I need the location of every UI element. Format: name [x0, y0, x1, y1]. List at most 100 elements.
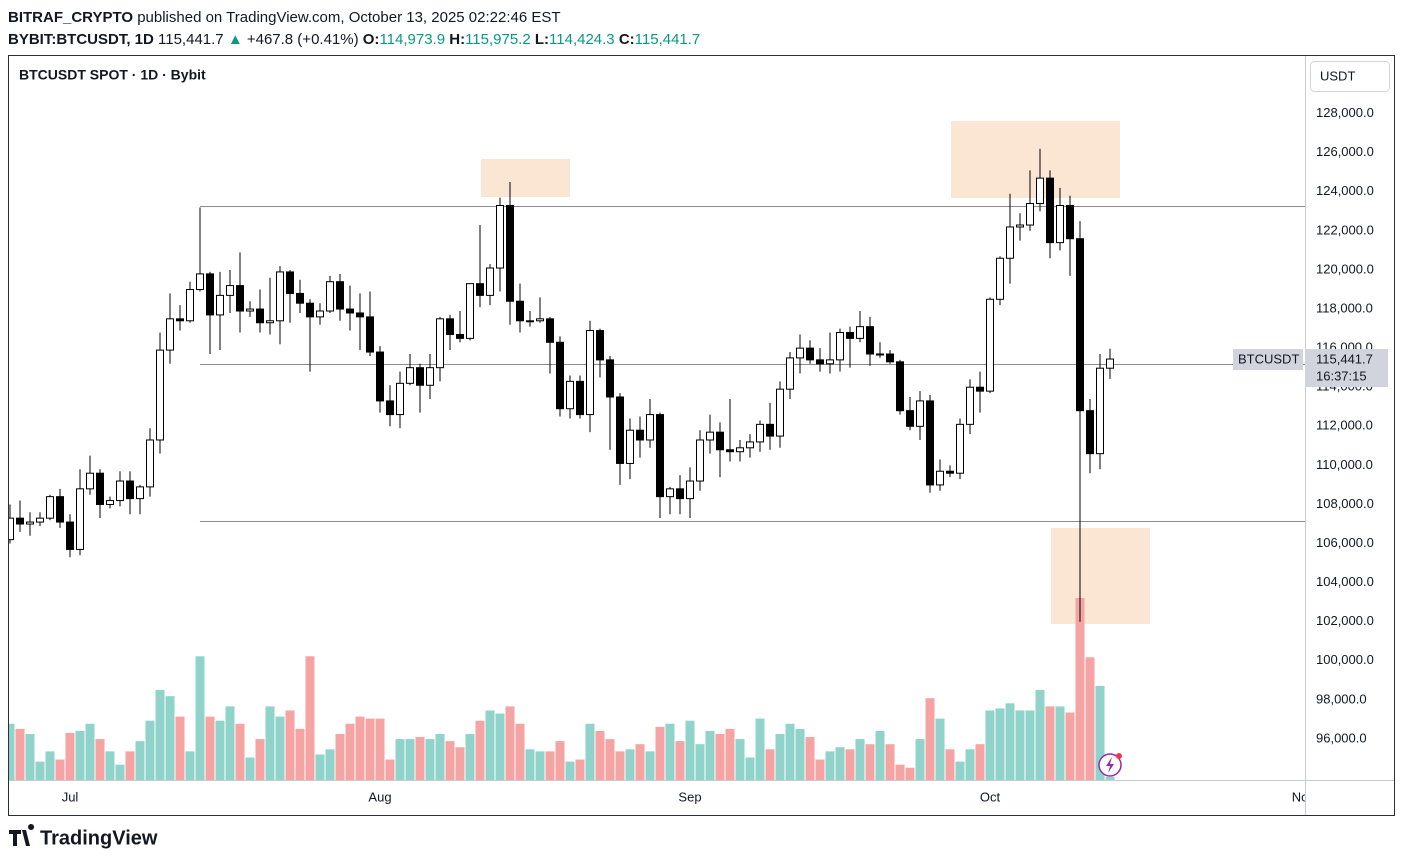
candle-body: [16, 517, 24, 525]
volume-bar: [305, 656, 315, 780]
volume-bar: [355, 716, 365, 780]
y-tick-label: 104,000.0: [1316, 574, 1374, 589]
countdown: 16:37:15: [1316, 368, 1367, 383]
volume-bar: [975, 744, 985, 780]
candle-body: [546, 318, 554, 343]
volume-bar: [495, 713, 505, 780]
volume-bar: [1055, 706, 1065, 780]
volume-bar: [165, 696, 175, 780]
candle-body: [1076, 238, 1084, 412]
volume-bar: [665, 723, 675, 780]
volume-bar: [635, 744, 645, 780]
volume-bar: [885, 744, 895, 780]
volume-bar: [645, 751, 655, 780]
volume-bar: [855, 739, 865, 780]
volume-bar: [285, 710, 295, 780]
candle-body: [806, 347, 814, 361]
candle-body: [646, 414, 654, 441]
candle-body: [9, 517, 14, 541]
volume-bar: [75, 730, 85, 780]
volume-bar: [535, 751, 545, 780]
candle-body: [266, 320, 274, 324]
candle-body: [1086, 410, 1094, 455]
candle-body: [416, 367, 424, 386]
y-tick-label: 98,000.0: [1316, 691, 1367, 706]
volume-bar: [1015, 710, 1025, 780]
volume-bar: [915, 739, 925, 780]
candle-body: [1066, 204, 1074, 240]
y-tick-label: 126,000.0: [1316, 144, 1374, 159]
volume-bar: [875, 730, 885, 780]
change: +467.8 (+0.41%): [246, 31, 359, 48]
volume-bar: [395, 739, 405, 780]
x-tick-label: No: [1292, 789, 1309, 804]
candle-body: [196, 273, 204, 291]
candles: [9, 148, 1114, 622]
candle-body: [926, 400, 934, 486]
volume-bar: [865, 744, 875, 780]
price-axis: 96,000.0 98,000.0 100,000.0 102,000.0 104,00…: [1316, 105, 1374, 745]
candle-body: [826, 359, 834, 365]
volume-bar: [775, 733, 785, 780]
candle-body: [676, 488, 684, 500]
ohlc-value: 115,441.7: [634, 31, 701, 48]
volume-bar: [695, 744, 705, 780]
logo-text: TradingView: [40, 827, 158, 849]
volume-bar: [35, 761, 45, 780]
candle-body: [56, 496, 64, 523]
candle-body: [136, 486, 144, 500]
candle-body: [346, 308, 354, 314]
volume-bar: [745, 757, 755, 780]
volume-bar: [545, 751, 555, 780]
volume-bar: [1035, 690, 1045, 780]
volume-bar: [845, 749, 855, 780]
candle-body: [1056, 204, 1064, 244]
volume-bar: [625, 749, 635, 780]
volume-bar: [725, 728, 735, 780]
candle-body: [966, 386, 974, 425]
volume-bar: [45, 751, 55, 780]
candle-body: [326, 281, 334, 312]
y-tick-label: 128,000.0: [1316, 105, 1374, 120]
volume-bar: [1045, 706, 1055, 780]
candle-body: [816, 359, 824, 365]
logo-mark: [9, 824, 35, 846]
alert-bolt: [1106, 757, 1114, 773]
candle-body: [1016, 224, 1024, 228]
candle-body: [556, 341, 564, 410]
y-tick-label: 122,000.0: [1316, 222, 1374, 237]
y-tick-label: 100,000.0: [1316, 652, 1374, 667]
candle-body: [876, 353, 884, 356]
candle-body: [406, 367, 414, 384]
candle-body: [706, 431, 714, 441]
legend-line: BYBIT:BTCUSDT, 1D 115,441.7 ▲ +467.8 (+0…: [8, 29, 700, 51]
volume-bar: [655, 726, 665, 780]
x-tick-label: Jul: [62, 789, 79, 804]
candle-body: [946, 470, 954, 474]
currency-button[interactable]: [1310, 61, 1390, 92]
candle-body: [656, 414, 664, 498]
volume-bar: [125, 751, 135, 780]
volume-bar: [525, 749, 535, 780]
candle-body: [846, 332, 854, 339]
candle-body: [906, 410, 914, 427]
volume-bar: [385, 759, 395, 780]
ohlc-value: 115,975.2: [465, 31, 531, 48]
candle-body: [976, 386, 984, 392]
volume-bar: [215, 720, 225, 780]
volume-bar: [595, 730, 605, 780]
candle-body: [1006, 226, 1014, 259]
candle-body: [736, 447, 744, 453]
candle-body: [176, 318, 184, 322]
volume-bar: [475, 720, 485, 780]
volume-bar: [195, 656, 205, 780]
volume-bar: [295, 728, 305, 780]
candle-body: [936, 470, 944, 486]
volume-bar: [805, 737, 815, 780]
volume-bar: [225, 706, 235, 780]
currency[interactable]: USDT: [1320, 68, 1355, 83]
zone: [951, 121, 1120, 198]
candle-body: [216, 294, 224, 316]
candle-body: [996, 257, 1004, 300]
